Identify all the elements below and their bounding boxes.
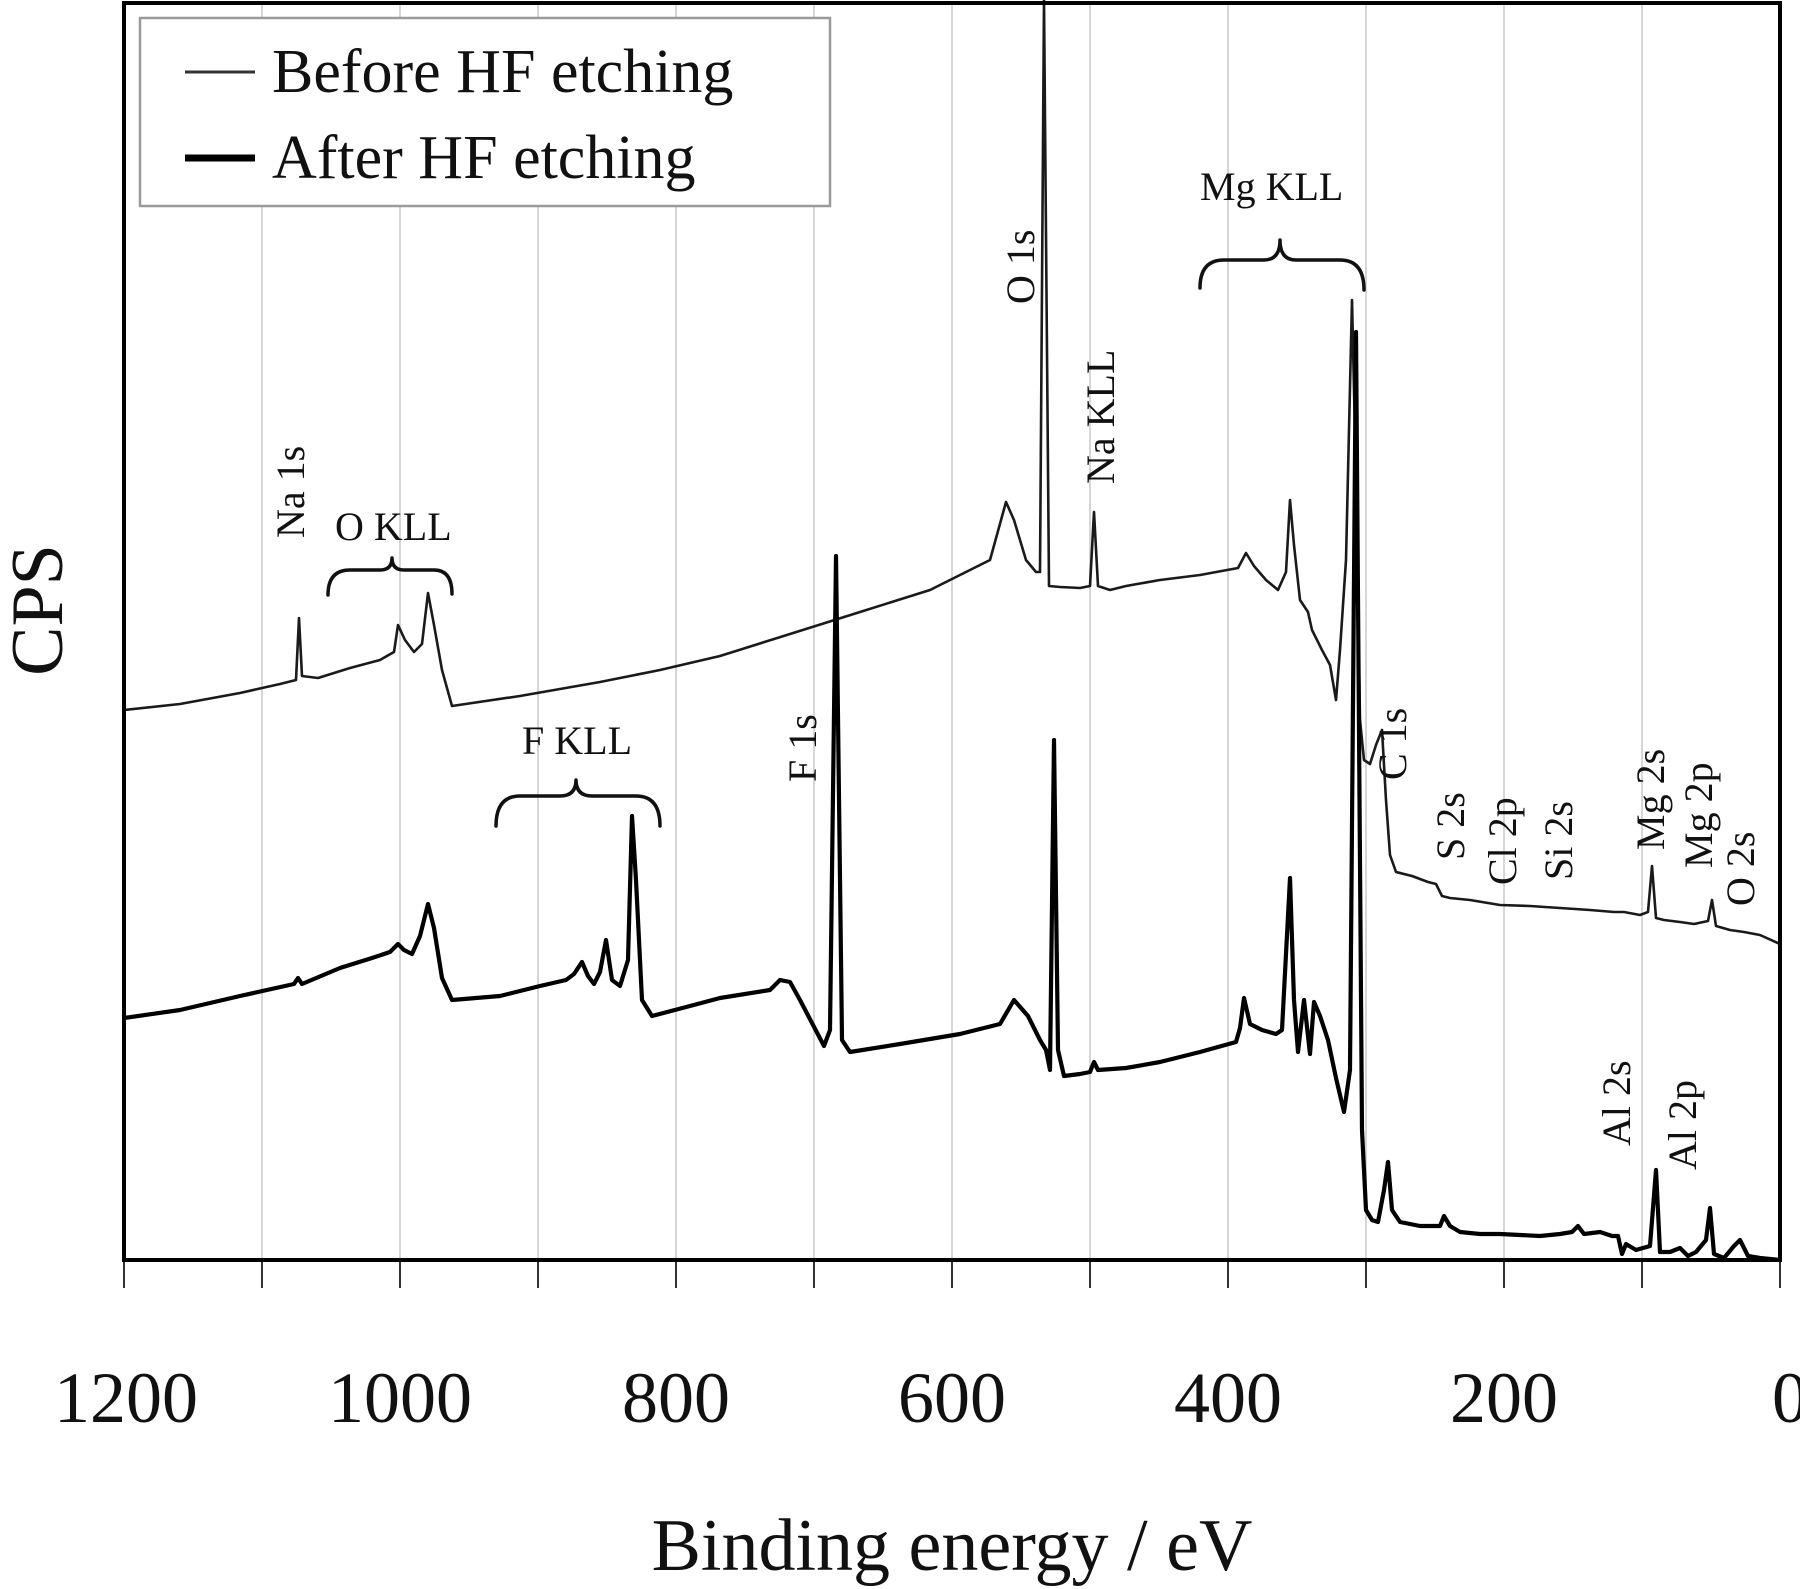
label-o-1s: O 1s	[998, 230, 1043, 304]
x-tick-labels: 1200 1000 800 600 400 200 0	[54, 1358, 1800, 1438]
bracket-mg-kll	[1198, 238, 1366, 292]
peak-labels-vertical: Na 1s O 1s Na KLL F 1s C 1s S 2s Cl 2p S…	[268, 230, 1763, 1170]
label-si-2s: Si 2s	[1536, 801, 1581, 880]
peak-labels-horizontal: O KLL F KLL Mg KLL	[335, 164, 1343, 763]
label-f-kll: F KLL	[522, 718, 632, 763]
label-f-1s: F 1s	[780, 714, 825, 782]
label-o-kll: O KLL	[335, 504, 452, 549]
label-mg-kll: Mg KLL	[1200, 164, 1343, 209]
label-mg-2s: Mg 2s	[1628, 749, 1673, 850]
legend-label-after: After HF etching	[272, 124, 696, 192]
tick-1000: 1000	[328, 1358, 472, 1438]
x-axis-ticks	[123, 1260, 1781, 1288]
label-na-kll: Na KLL	[1078, 350, 1123, 484]
label-o-2s: O 2s	[1718, 832, 1763, 906]
series-before-hf-etching	[123, 0, 1781, 946]
label-na-1s: Na 1s	[268, 446, 313, 538]
bracket-o-kll	[326, 556, 454, 597]
legend-box	[138, 16, 832, 208]
tick-400: 400	[1174, 1358, 1282, 1438]
label-c-1s: C 1s	[1370, 708, 1415, 780]
plot-frame	[122, 1, 1782, 1262]
tick-200: 200	[1450, 1358, 1558, 1438]
tick-800: 800	[622, 1358, 730, 1438]
label-cl-2p: Cl 2p	[1480, 797, 1525, 885]
y-axis-title: CPS	[0, 544, 79, 676]
x-axis-title: Binding energy / eV	[652, 1505, 1253, 1587]
bracket-f-kll	[494, 778, 662, 828]
legend-label-before: Before HF etching	[272, 38, 733, 106]
tick-1200: 1200	[54, 1358, 198, 1438]
legend: Before HF etching After HF etching	[138, 16, 832, 208]
label-al-2s: Al 2s	[1594, 1060, 1639, 1146]
label-mg-2p: Mg 2p	[1676, 762, 1721, 868]
series-after-hf-etching	[123, 329, 1781, 1263]
peak-brackets	[326, 238, 1366, 828]
label-s-2s: S 2s	[1428, 792, 1473, 860]
gridlines	[261, 4, 1643, 1260]
label-al-2p: Al 2p	[1660, 1080, 1705, 1170]
tick-600: 600	[898, 1358, 1006, 1438]
tick-0: 0	[1772, 1358, 1800, 1438]
